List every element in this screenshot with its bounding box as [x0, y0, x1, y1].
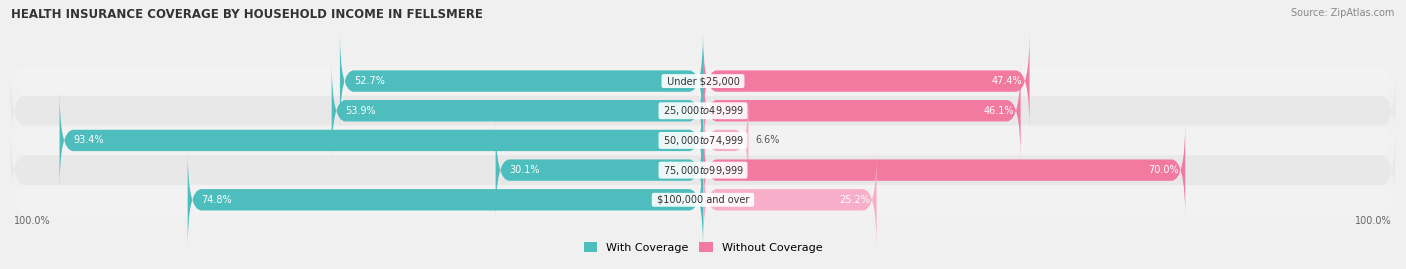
Text: $25,000 to $49,999: $25,000 to $49,999	[661, 104, 745, 117]
Text: HEALTH INSURANCE COVERAGE BY HOUSEHOLD INCOME IN FELLSMERE: HEALTH INSURANCE COVERAGE BY HOUSEHOLD I…	[11, 8, 484, 21]
Text: 47.4%: 47.4%	[993, 76, 1022, 86]
FancyBboxPatch shape	[703, 151, 876, 249]
Text: 100.0%: 100.0%	[14, 215, 51, 226]
FancyBboxPatch shape	[187, 151, 703, 249]
Text: 6.6%: 6.6%	[755, 135, 780, 146]
Text: 100.0%: 100.0%	[1355, 215, 1392, 226]
FancyBboxPatch shape	[496, 121, 703, 219]
FancyBboxPatch shape	[11, 37, 1395, 126]
Text: 25.2%: 25.2%	[839, 195, 870, 205]
Text: Under $25,000: Under $25,000	[664, 76, 742, 86]
FancyBboxPatch shape	[703, 62, 1021, 160]
Text: 46.1%: 46.1%	[983, 106, 1014, 116]
Text: $75,000 to $99,999: $75,000 to $99,999	[661, 164, 745, 177]
Text: 53.9%: 53.9%	[346, 106, 375, 116]
Text: $50,000 to $74,999: $50,000 to $74,999	[661, 134, 745, 147]
FancyBboxPatch shape	[703, 92, 748, 189]
FancyBboxPatch shape	[703, 32, 1029, 130]
FancyBboxPatch shape	[340, 32, 703, 130]
Text: 70.0%: 70.0%	[1147, 165, 1178, 175]
Text: 52.7%: 52.7%	[354, 76, 385, 86]
Legend: With Coverage, Without Coverage: With Coverage, Without Coverage	[583, 242, 823, 253]
Text: Source: ZipAtlas.com: Source: ZipAtlas.com	[1291, 8, 1395, 18]
FancyBboxPatch shape	[11, 96, 1395, 185]
Text: 30.1%: 30.1%	[509, 165, 540, 175]
FancyBboxPatch shape	[11, 155, 1395, 244]
Text: $100,000 and over: $100,000 and over	[654, 195, 752, 205]
FancyBboxPatch shape	[332, 62, 703, 160]
Text: 93.4%: 93.4%	[73, 135, 104, 146]
FancyBboxPatch shape	[59, 92, 703, 189]
FancyBboxPatch shape	[11, 66, 1395, 155]
FancyBboxPatch shape	[11, 126, 1395, 215]
Text: 74.8%: 74.8%	[201, 195, 232, 205]
FancyBboxPatch shape	[703, 121, 1185, 219]
